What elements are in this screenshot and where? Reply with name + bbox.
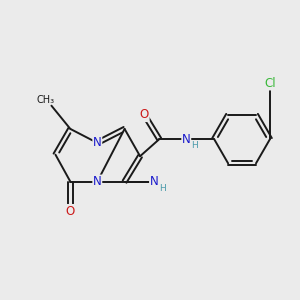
Text: O: O [140, 109, 149, 122]
Text: N: N [150, 175, 158, 188]
Text: CH₃: CH₃ [37, 95, 55, 105]
Text: N: N [182, 133, 190, 146]
Text: N: N [93, 136, 102, 149]
Text: Cl: Cl [264, 77, 276, 90]
Text: N: N [93, 175, 102, 188]
Text: H: H [192, 142, 198, 151]
Text: O: O [66, 205, 75, 218]
Text: H: H [159, 184, 166, 193]
